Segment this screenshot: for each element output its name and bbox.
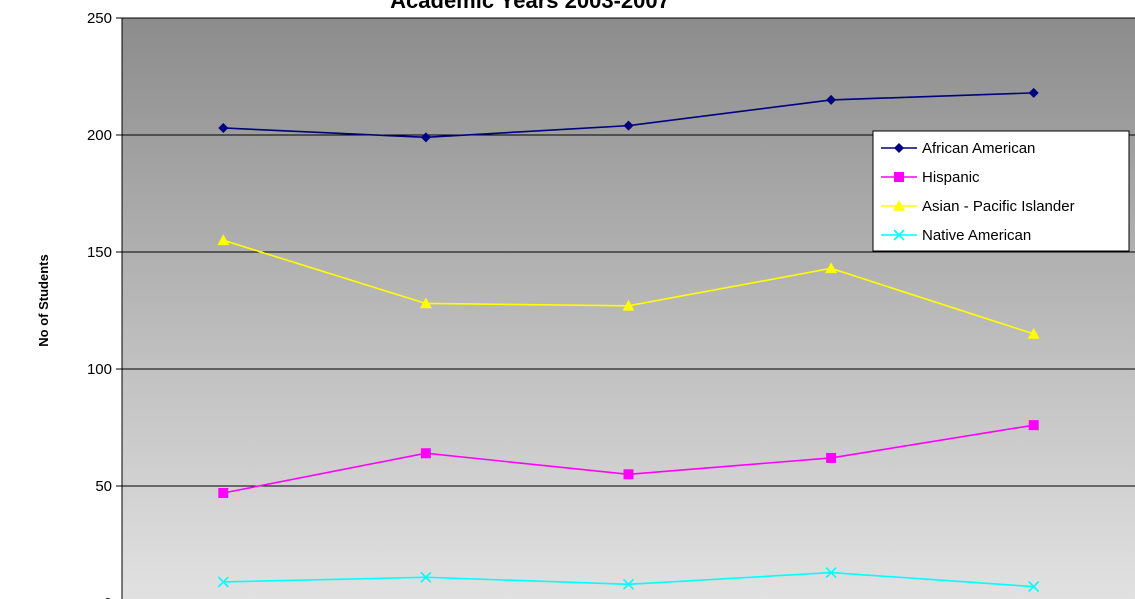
data-point-x <box>1028 581 1040 593</box>
data-point-diamond <box>420 132 431 143</box>
legend-item: African American <box>881 140 1035 157</box>
data-point-triangle <box>419 297 432 309</box>
series-asian-pacific-islander <box>217 234 1040 339</box>
gridlines <box>122 17 1135 487</box>
series-african-american <box>218 87 1039 143</box>
legend-box <box>872 130 1130 252</box>
data-point-diamond <box>218 122 229 133</box>
diamond-marker <box>894 143 904 153</box>
y-tick-label: 200 <box>87 127 112 144</box>
legend-label: Hispanic <box>922 169 980 186</box>
legend-item: Asian - Pacific Islander <box>881 198 1075 215</box>
chart-title: Academic Years 2003-2007 <box>390 0 670 13</box>
data-point-x <box>825 567 837 579</box>
data-point-diamond <box>623 120 634 131</box>
legend-label: Asian - Pacific Islander <box>922 198 1075 215</box>
square-marker <box>894 172 904 182</box>
legend-label: Native American <box>922 227 1031 244</box>
data-point-triangle <box>622 299 635 311</box>
data-point-square <box>218 488 229 499</box>
data-point-x <box>622 578 635 590</box>
legend-item: Native American <box>881 227 1031 244</box>
series-layer <box>217 87 1040 593</box>
data-point-x <box>217 576 229 588</box>
legend-label: African American <box>922 140 1035 157</box>
y-tick-label: 0 <box>104 595 112 599</box>
legend: African American Hispanic Asian - Pacific … <box>872 130 1130 252</box>
y-tick-label: 100 <box>87 361 112 378</box>
data-point-triangle <box>825 262 838 274</box>
data-point-triangle <box>217 234 230 246</box>
y-tick-label: 150 <box>87 244 112 261</box>
axes: 0 50 100 150 200 250 <box>87 10 123 599</box>
triangle-marker <box>893 200 905 211</box>
y-axis-label: No of Students <box>36 254 51 346</box>
y-tick-label: 250 <box>87 10 112 27</box>
data-point-triangle <box>1027 327 1040 339</box>
x-marker <box>893 229 905 241</box>
data-point-square <box>420 448 431 459</box>
series-hispanic <box>218 420 1039 499</box>
legend-item: Hispanic <box>881 169 980 186</box>
data-point-x <box>420 571 432 583</box>
data-point-diamond <box>826 94 837 105</box>
data-point-square <box>623 469 634 480</box>
y-tick-label: 50 <box>95 478 112 495</box>
data-point-square <box>826 452 837 463</box>
series-native-american <box>217 567 1040 593</box>
data-point-diamond <box>1028 87 1039 98</box>
data-point-square <box>1028 420 1039 431</box>
